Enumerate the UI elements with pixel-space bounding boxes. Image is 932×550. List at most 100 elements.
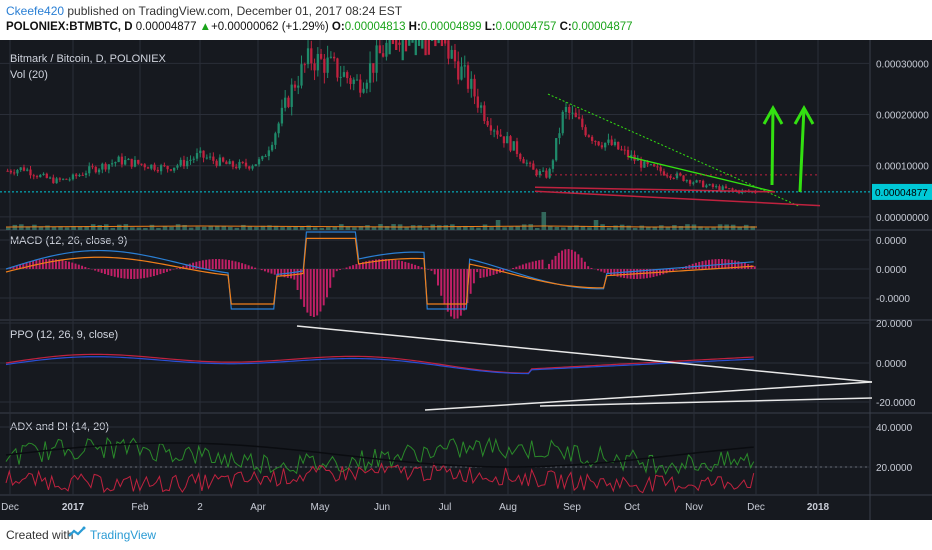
volume-bar [567,226,573,230]
chart-area[interactable]: Dec 2017 Feb 2 Apr May Jun Jul Aug Sep Oct Nov Dec 20… [0,40,932,520]
macd-histogram-bar [316,269,319,316]
volume-bar [299,226,305,230]
candle-body [192,158,195,160]
di-minus-line [5,462,755,494]
volume-bar [482,224,488,230]
macd-histogram-bar [15,265,18,269]
volume-bar [188,227,194,230]
candle-body [107,164,110,170]
candle-body [577,117,581,119]
macd-histogram-bar [136,269,139,279]
volume-bar [456,226,462,230]
volume-bar [437,225,442,230]
candle-body [522,159,525,164]
macd-histogram-bar [77,264,80,269]
volume-bar [600,224,605,230]
macd-histogram-bar [753,266,756,269]
candle-body [150,164,153,169]
candle-body [159,165,163,172]
macd-histogram-bar [476,269,479,273]
volume-bar [260,225,266,230]
volume-bar [613,225,618,230]
macd-histogram-bar [521,264,524,269]
macd-histogram-bar [195,261,198,269]
tradingview-brand-link[interactable]: TradingView [90,528,157,542]
candle-body [626,150,630,158]
candle-body [323,58,326,73]
volume-bar [325,227,331,230]
macd-histogram-bar [554,255,557,269]
macd-histogram-bar [597,269,599,271]
volume-bar [541,212,547,230]
macd-histogram-bar [668,269,671,273]
candle-body [215,160,218,166]
macd-y-tick: -0.0000 [876,294,910,305]
chart-header: Ckeefe420 published on TradingView.com, … [0,0,932,40]
macd-histogram-bar [463,269,466,311]
macd-histogram-bar [61,260,64,269]
candle-body [218,157,222,166]
volume-bar [548,225,553,230]
macd-histogram-bar [750,265,753,269]
candle-body [6,170,9,172]
candle-body [607,139,610,143]
candle-body [541,170,545,172]
macd-histogram-bar [407,262,410,269]
candle-body [506,136,509,144]
macd-histogram-bar [9,267,12,269]
macd-histogram-bar [81,265,84,269]
macd-histogram-bar [590,267,593,269]
macd-histogram-bar [139,269,142,279]
candle-body [440,40,444,47]
candle-body [248,166,251,169]
candle-body [342,72,346,77]
volume-bar [737,226,742,230]
macd-histogram-bar [365,261,368,269]
candle-body [75,174,78,177]
candle-body [463,65,466,67]
author-link[interactable]: Ckeefe420 [6,4,65,18]
volume-bar [626,225,631,230]
macd-histogram-bar [182,265,185,269]
ppo-pane-title: PPO (12, 26, 9, close) [10,329,118,341]
candle-body [71,174,75,180]
candle-body [97,169,101,173]
volume-bar [51,226,57,230]
up-arrow-head [762,104,784,125]
volume-bar [195,226,200,230]
macd-histogram-bar [208,259,211,269]
macd-histogram-bar [84,266,87,269]
macd-histogram-bar [332,269,335,278]
candle-body [604,142,607,148]
macd-histogram-bar [120,269,123,279]
volume-bar [143,227,148,230]
volume-bar [619,224,625,230]
volume-bar [293,226,298,230]
up-arrow [798,107,806,193]
candle-body [29,169,32,176]
macd-histogram-bar [113,269,116,277]
volume-bar [639,225,645,230]
volume-bar [404,227,409,230]
macd-histogram-bar [152,269,155,277]
macd-histogram-bar [740,262,743,269]
candle-body [117,156,120,163]
ppo-upper-trendline [296,325,873,383]
candle-body [101,163,104,170]
macd-histogram-bar [600,269,603,272]
macd-histogram-bar [162,269,165,274]
macd-histogram-bar [708,259,710,269]
macd-histogram-bar [433,269,436,275]
volume-bar [221,226,227,230]
price-change: +0.00000062 (+1.29%) [211,21,329,33]
x-tick-label: Nov [685,502,703,513]
macd-histogram-bar [430,269,433,271]
candle-body [669,176,672,179]
volume-bar [38,226,44,230]
candle-body [326,57,329,73]
macd-histogram-bar [384,259,387,269]
macd-histogram-bar [440,269,443,296]
candle-body [682,175,685,182]
volume-bar [228,226,233,230]
current-price: 0.00004877 [135,21,197,33]
